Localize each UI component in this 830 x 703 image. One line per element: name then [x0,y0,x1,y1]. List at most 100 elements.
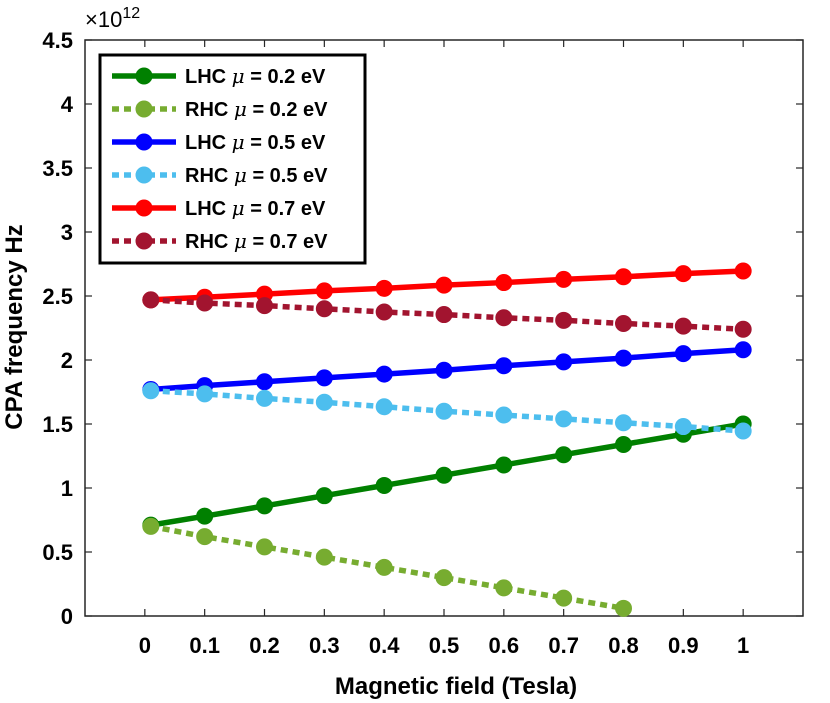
data-point [615,268,632,286]
data-point [435,276,453,294]
legend-label-prefix: RHC [185,165,234,187]
x-tick-label: 0.8 [608,633,639,658]
data-point [555,353,573,371]
x-tick-label: 0.3 [309,633,340,658]
data-point [615,599,632,617]
data-point [196,507,214,525]
y-tick-label: 1 [61,476,73,501]
data-point [256,297,273,315]
x-axis-title: Magnetic field (Tesla) [335,673,577,700]
data-point [375,398,393,416]
data-point [495,357,513,375]
legend-label-suffix: = 0.2 eV [247,99,328,121]
data-point [495,406,513,424]
data-point [734,422,752,440]
data-point [495,579,513,597]
legend-label-prefix: RHC [185,99,234,121]
data-point [615,435,632,453]
data-point [674,345,692,363]
data-point [435,306,453,324]
y-tick-label: 0 [61,604,73,629]
x-tick-label: 0.6 [489,633,520,658]
legend-label-prefix: LHC [185,66,232,88]
y-tick-label: 2.5 [42,284,73,309]
series-3 [142,382,752,440]
data-point [315,393,333,411]
legend-label-mu: μ [234,163,247,187]
data-point [674,265,692,283]
legend-label-prefix: LHC [185,198,232,220]
y-tick-label: 3 [61,220,73,245]
legend-label-mu: μ [232,196,245,220]
y-tick-label: 2 [61,348,73,373]
data-point [555,589,573,607]
data-point [555,446,573,464]
data-point [315,548,333,566]
y-tick-label: 1.5 [42,412,73,437]
data-point [375,558,393,576]
legend-marker [135,67,153,85]
data-point [615,315,632,333]
data-point [615,414,632,432]
legend-entry: LHC μ = 0.7 eV [112,196,326,220]
series-group [142,262,752,617]
legend-marker [135,232,153,250]
data-point [256,373,273,391]
legend-label-mu: μ [234,229,247,253]
legend-label-mu: μ [232,130,245,154]
legend-label-suffix: = 0.7 eV [245,198,326,220]
legend-label-suffix: = 0.5 eV [245,132,326,154]
legend-entry: LHC μ = 0.2 eV [112,64,326,88]
series-line [150,523,624,612]
legend-entry: RHC μ = 0.7 eV [112,229,328,253]
legend-label: RHC μ = 0.7 eV [185,229,328,253]
data-point [555,270,573,288]
series-5 [142,291,752,338]
legend-label: LHC μ = 0.2 eV [185,64,326,88]
x-tick-label: 0.5 [429,633,460,658]
legend-label: RHC μ = 0.2 eV [185,97,328,121]
x-tick-label: 0 [139,633,151,658]
data-point [256,538,273,556]
legend-marker [135,199,153,217]
legend-marker [135,133,153,151]
data-point [495,309,513,327]
data-point [256,389,273,407]
x-tick-label: 0.9 [668,633,699,658]
y-tick-label: 0.5 [42,540,73,565]
legend-label: LHC μ = 0.7 eV [185,196,326,220]
data-point [555,311,573,329]
data-point [196,294,214,312]
y-axis-title: CPA frequency Hz [1,224,28,429]
y-tick-label: 3.5 [42,156,73,181]
data-point [315,300,333,318]
y-axis-exponent: ×1012 [85,5,140,32]
y-tick-label: 4.5 [42,28,73,53]
data-point [196,528,214,546]
legend-label-suffix: = 0.5 eV [247,165,328,187]
data-point [615,349,632,367]
legend-entry: RHC μ = 0.5 eV [112,163,328,187]
y-tick-label: 4 [61,92,74,117]
data-point [435,569,453,587]
data-point [375,476,393,494]
legend-label-suffix: = 0.7 eV [247,231,328,253]
data-point [435,402,453,420]
legend-box [98,53,367,265]
data-point [435,466,453,484]
data-point [142,291,160,309]
x-tick-label: 0.1 [189,633,220,658]
legend-marker [135,166,153,184]
data-point [734,262,752,280]
data-point [196,385,214,403]
legend-label-mu: μ [232,64,245,88]
data-point [375,365,393,383]
data-point [495,456,513,474]
legend-label-prefix: RHC [185,231,234,253]
data-point [375,279,393,297]
data-point [375,303,393,321]
y-axis-exponent-base: ×10 [85,7,122,32]
x-tick-label: 1 [737,633,749,658]
